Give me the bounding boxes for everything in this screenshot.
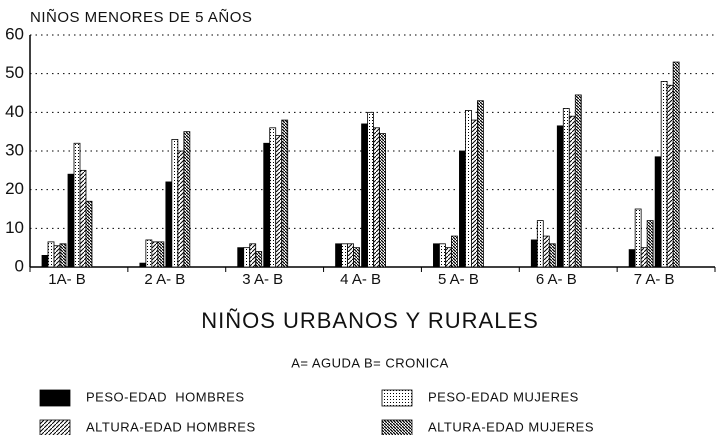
legend-swatch <box>39 419 71 435</box>
bar <box>439 243 446 268</box>
bar <box>67 173 75 268</box>
bar <box>628 249 636 268</box>
bar <box>249 243 257 268</box>
bar <box>139 262 147 268</box>
x-tick-label: 2 A- B <box>144 271 185 288</box>
bar <box>574 94 582 268</box>
bar <box>672 61 680 268</box>
bar <box>471 119 478 268</box>
bar <box>640 247 648 268</box>
x-axis-label: NIÑOS URBANOS Y RURALES <box>201 308 539 333</box>
bar <box>634 208 642 268</box>
bar <box>41 254 49 268</box>
y-tick-label: 0 <box>15 256 24 275</box>
bar <box>445 247 452 268</box>
bar <box>373 127 380 268</box>
bar <box>536 220 544 268</box>
y-tick-label: 30 <box>5 140 24 159</box>
bar <box>335 243 342 268</box>
legend-swatch <box>381 389 413 407</box>
bar <box>361 123 368 268</box>
chart-title: NIÑOS MENORES DE 5 AÑOS <box>30 9 252 26</box>
bar <box>281 119 289 268</box>
bar <box>255 251 263 268</box>
bar <box>465 110 472 268</box>
legend-label: ALTURA-EDAD MUJERES <box>428 419 594 434</box>
bar <box>530 239 538 268</box>
y-tick-label: 60 <box>5 24 24 43</box>
bar <box>145 239 153 268</box>
bar <box>660 81 668 268</box>
bar <box>353 247 360 268</box>
bar <box>53 245 61 268</box>
bar <box>568 115 576 268</box>
y-tick-label: 10 <box>5 218 24 237</box>
bar <box>459 150 466 268</box>
bar <box>562 108 570 268</box>
bar <box>341 243 348 268</box>
bar <box>151 241 159 268</box>
bar <box>347 243 354 268</box>
bar <box>85 200 93 268</box>
bar <box>666 84 674 268</box>
bar <box>275 135 283 268</box>
y-tick-label: 50 <box>5 63 24 82</box>
x-tick-label: 5 A- B <box>438 271 479 288</box>
bar <box>165 181 173 268</box>
y-tick-label: 20 <box>5 179 24 198</box>
x-tick-label: 7 A- B <box>634 271 675 288</box>
bar <box>183 131 191 268</box>
bar <box>548 243 556 268</box>
bar <box>47 241 55 268</box>
legend-label: PESO-EDAD MUJERES <box>428 389 579 404</box>
bar <box>237 247 245 268</box>
legend-label: PESO-EDAD HOMBRES <box>86 389 245 404</box>
bar <box>157 241 165 268</box>
bar <box>451 235 458 268</box>
x-tick-label: 4 A- B <box>340 271 381 288</box>
x-tick-label: 6 A- B <box>536 271 577 288</box>
bar <box>646 220 654 268</box>
bar <box>59 243 67 268</box>
legend-label: ALTURA-EDAD HOMBRES <box>86 419 256 434</box>
bar <box>477 100 484 268</box>
bar <box>263 142 271 268</box>
bar <box>73 142 81 268</box>
bar <box>171 138 179 268</box>
bar <box>177 150 185 268</box>
annotation: A= AGUDA B= CRONICA <box>291 355 449 370</box>
bar <box>79 169 87 268</box>
y-tick-label: 40 <box>5 102 24 121</box>
bar <box>243 247 251 268</box>
x-tick-label: 3 A- B <box>242 271 283 288</box>
bar <box>367 111 374 268</box>
bar <box>269 127 277 268</box>
bar <box>433 243 440 268</box>
legend-swatch <box>381 419 413 435</box>
x-tick-label: 1A- B <box>48 271 86 288</box>
bar <box>542 235 550 268</box>
bar <box>556 125 564 268</box>
bar <box>379 133 386 268</box>
legend-swatch <box>39 389 71 407</box>
bar <box>654 156 662 268</box>
